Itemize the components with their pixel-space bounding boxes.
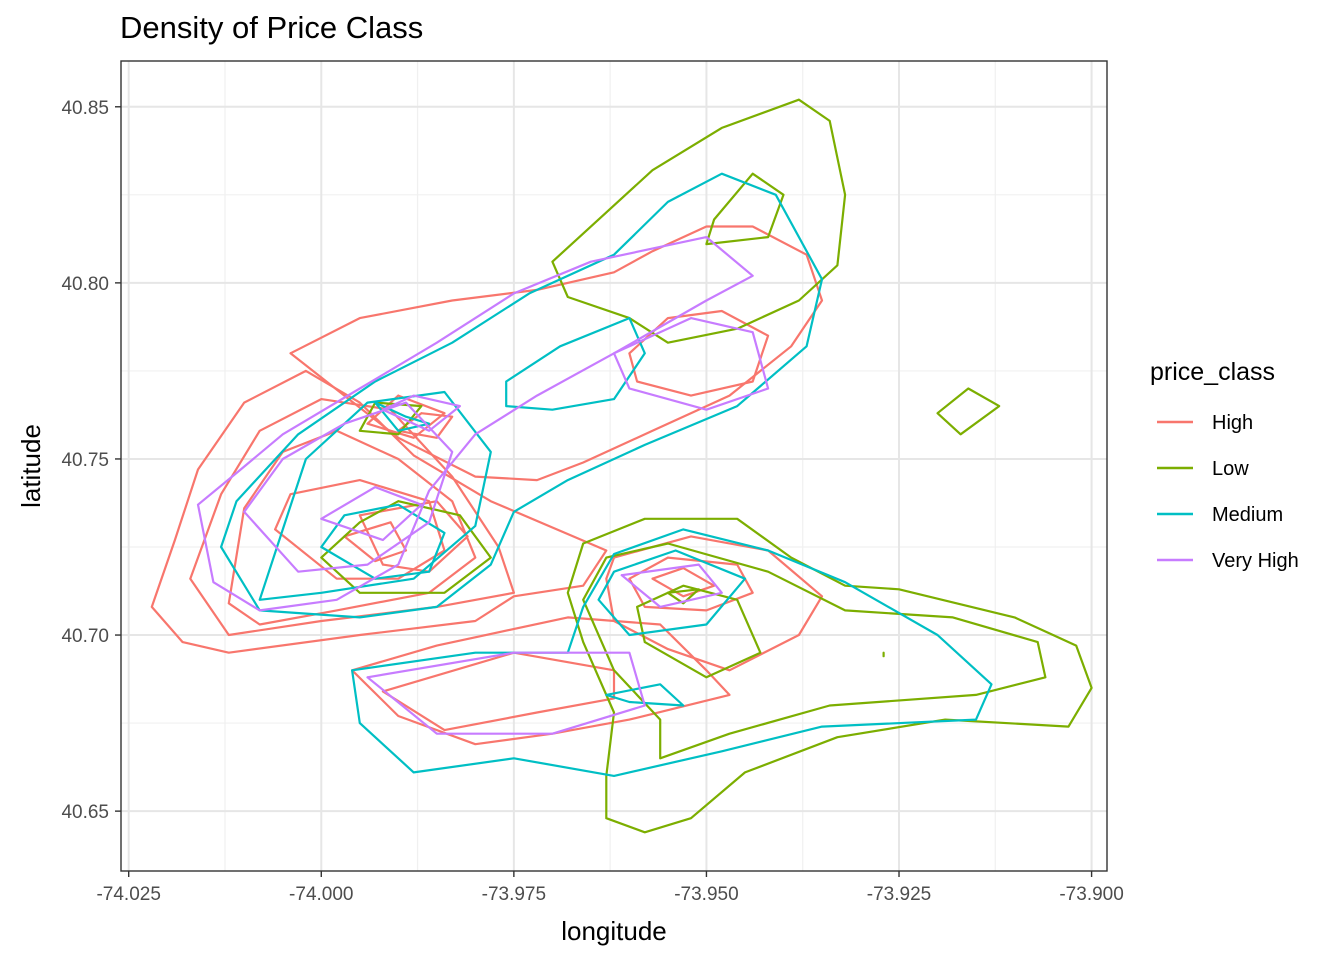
contour-line-high xyxy=(366,394,446,439)
contour-line-medium xyxy=(605,683,685,707)
contour-line-high xyxy=(150,369,608,654)
contour-line-low xyxy=(705,172,785,246)
series-very-high xyxy=(196,236,770,735)
legend: price_class High Low Medium Very High xyxy=(1150,358,1299,572)
series-low xyxy=(320,98,1093,834)
contour-line-high xyxy=(227,429,477,626)
chart-title: Density of Price Class xyxy=(120,10,423,45)
legend-label-very-high: Very High xyxy=(1212,550,1299,572)
contour-line-low xyxy=(582,542,1047,760)
x-tick-label: -74.000 xyxy=(289,884,353,905)
legend-item-low: Low xyxy=(1157,458,1249,480)
contour-line-very-high xyxy=(620,563,723,609)
legend-label-medium: Medium xyxy=(1212,504,1283,526)
y-axis: 40.65 40.70 40.75 40.80 40.85 xyxy=(61,98,121,823)
contour-line-low xyxy=(320,500,492,594)
series-high xyxy=(150,225,824,746)
contour-line-high xyxy=(343,521,408,563)
major-grid xyxy=(121,61,1107,871)
contour-line-low xyxy=(358,401,423,436)
series-medium xyxy=(220,172,993,778)
x-tick-label: -73.975 xyxy=(482,884,546,905)
x-tick-label: -74.025 xyxy=(96,884,160,905)
y-tick-label: 40.75 xyxy=(61,450,109,471)
y-tick-label: 40.80 xyxy=(61,274,109,295)
contour-line-low xyxy=(566,517,1093,834)
contour-line-medium xyxy=(258,390,492,601)
contour-line-low xyxy=(635,584,762,679)
contour-layer xyxy=(150,98,1093,834)
legend-label-low: Low xyxy=(1212,458,1249,480)
y-axis-title: latitude xyxy=(16,424,46,508)
plot-panel xyxy=(120,60,1108,872)
x-axis-title: longitude xyxy=(561,916,667,946)
contour-line-very-high xyxy=(243,401,454,573)
panel-border xyxy=(120,60,1108,872)
contour-line-high xyxy=(628,556,754,612)
contour-line-low xyxy=(666,588,700,605)
y-tick-label: 40.65 xyxy=(61,802,109,823)
legend-item-medium: Medium xyxy=(1157,504,1283,526)
x-tick-label: -73.950 xyxy=(674,884,738,905)
contour-line-low xyxy=(936,387,1001,436)
contour-line-medium xyxy=(220,172,824,619)
legend-item-high: High xyxy=(1157,412,1253,434)
legend-label-high: High xyxy=(1212,412,1253,434)
contour-line-very-high xyxy=(612,317,770,411)
contour-line-medium xyxy=(597,549,747,637)
contour-line-medium xyxy=(374,401,431,432)
panel-background xyxy=(121,61,1107,871)
contour-line-very-high xyxy=(196,236,754,612)
contour-line-high xyxy=(189,398,516,637)
contour-line-low xyxy=(551,98,847,344)
x-axis: -74.025 -74.000 -73.975 -73.950 -73.925 -73.9… xyxy=(96,871,1124,905)
contour-line-medium xyxy=(351,528,993,778)
x-tick-label: -73.900 xyxy=(1059,884,1123,905)
contour-line-medium xyxy=(505,317,646,411)
contour-line-very-high xyxy=(320,486,423,542)
y-tick-label: 40.70 xyxy=(61,626,109,647)
legend-item-very-high: Very High xyxy=(1157,550,1299,572)
contour-line-high xyxy=(358,500,469,573)
contour-line-very-high xyxy=(366,651,646,735)
legend-title: price_class xyxy=(1150,358,1275,386)
contour-line-very-high xyxy=(381,394,461,432)
y-tick-label: 40.85 xyxy=(61,98,109,119)
x-tick-label: -73.925 xyxy=(867,884,931,905)
contour-line-high xyxy=(274,479,446,580)
